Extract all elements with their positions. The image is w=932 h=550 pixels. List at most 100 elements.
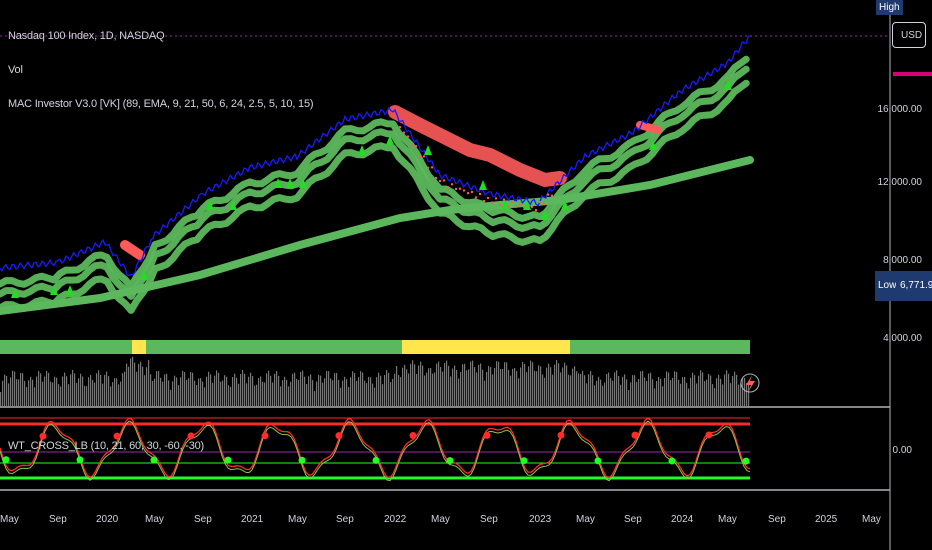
- volume-bar: [46, 370, 48, 406]
- volume-bar: [344, 376, 346, 406]
- volume-bar: [250, 372, 252, 406]
- volume-bar: [690, 377, 692, 406]
- cross-dot: [261, 432, 269, 440]
- buy-signal-marker: [358, 145, 366, 155]
- volume-bar: [664, 378, 666, 406]
- price-dot-bearish: [410, 143, 414, 147]
- volume-bar: [712, 384, 714, 406]
- cross-dot: [372, 456, 380, 464]
- volume-bar: [172, 381, 174, 406]
- oscillator-legend[interactable]: WT_CROSS_LB (10, 21, 60, 30, -60, -30): [8, 440, 204, 452]
- volume-bar: [248, 376, 250, 406]
- volume-bar: [488, 365, 490, 406]
- buy-signal-marker: [206, 200, 214, 210]
- volume-bar: [600, 379, 602, 406]
- volume-bar: [332, 380, 334, 406]
- indicator-legend[interactable]: MAC Investor V3.0 [VK] (89, EMA, 9, 21, …: [8, 98, 314, 110]
- volume-bar: [202, 381, 204, 406]
- volume-bar: [524, 363, 526, 406]
- volume-bar: [472, 360, 474, 406]
- volume-bar: [84, 385, 86, 406]
- volume-bar: [416, 373, 418, 406]
- volume-bar: [698, 375, 700, 406]
- volume-bar: [438, 361, 440, 406]
- price-dot-bearish: [446, 186, 450, 189]
- volume-bar: [168, 380, 170, 406]
- volume-bar: [58, 384, 60, 406]
- volume-bar: [714, 388, 716, 406]
- volume-bar: [594, 385, 596, 406]
- time-tick: May: [145, 514, 164, 525]
- price-tick: 4,000.00: [883, 333, 922, 344]
- time-tick: Sep: [336, 514, 354, 525]
- volume-bar: [130, 358, 132, 406]
- volume-bar: [68, 384, 70, 406]
- volume-bar: [190, 371, 192, 406]
- volume-bar: [286, 379, 288, 406]
- volume-bar: [150, 374, 152, 406]
- symbol-legend[interactable]: Nasdaq 100 Index, 1D, NASDAQ: [8, 30, 165, 42]
- volume-bar: [560, 372, 562, 406]
- volume-bar: [566, 365, 568, 406]
- current-price-marker: [893, 72, 932, 76]
- volume-bar: [528, 366, 530, 406]
- volume-bar: [314, 391, 316, 406]
- volume-bar: [208, 371, 210, 406]
- trend-band: [0, 340, 750, 354]
- volume-bar: [218, 372, 220, 406]
- volume-bar: [480, 363, 482, 406]
- volume-bar: [94, 382, 96, 406]
- volume-bar: [526, 372, 528, 406]
- volume-bar: [180, 377, 182, 406]
- volume-bar: [546, 367, 548, 406]
- volume-bar: [230, 386, 232, 406]
- volume-legend[interactable]: Vol: [8, 64, 23, 76]
- volume-bar: [538, 365, 540, 406]
- volume-bar: [552, 374, 554, 406]
- volume-bar: [282, 380, 284, 406]
- volume-bar: [176, 377, 178, 406]
- volume-bar: [490, 367, 492, 406]
- volume-bar: [232, 377, 234, 406]
- volume-bar: [162, 381, 164, 406]
- volume-bar: [264, 382, 266, 406]
- volume-bar: [514, 368, 516, 406]
- volume-bar: [738, 384, 740, 406]
- volume-bar: [26, 387, 28, 406]
- currency-button[interactable]: USD: [892, 22, 926, 48]
- volume-bar: [160, 377, 162, 406]
- volume-bar: [732, 376, 734, 406]
- buy-signal-marker: [479, 180, 487, 190]
- price-dot-bearish: [454, 187, 458, 191]
- volume-bar: [312, 380, 314, 406]
- volume-bar: [334, 373, 336, 406]
- volume-bar: [234, 373, 236, 406]
- volume-bar: [258, 378, 260, 406]
- buy-signal-marker: [229, 200, 237, 210]
- volume-bar: [636, 381, 638, 406]
- volume-bar: [346, 379, 348, 406]
- volume-bar: [268, 370, 270, 406]
- volume-bar: [402, 367, 404, 406]
- volume-bar: [390, 381, 392, 406]
- volume-bar: [138, 363, 140, 406]
- volume-bar: [554, 364, 556, 406]
- volume-bar: [78, 378, 80, 406]
- time-tick: 2023: [529, 514, 552, 525]
- buy-signal-marker: [66, 285, 74, 295]
- volume-bar: [596, 380, 598, 406]
- volume-bar: [668, 372, 670, 406]
- volume-bar: [400, 377, 402, 406]
- volume-bar: [288, 386, 290, 406]
- volume-bar: [718, 374, 720, 406]
- buy-signal-marker: [50, 285, 58, 295]
- volume-bar: [22, 373, 24, 406]
- volume-bar: [504, 362, 506, 406]
- volume-bar: [444, 362, 446, 406]
- volume-bar: [618, 375, 620, 406]
- volume-bar: [148, 360, 150, 406]
- volume-bar: [466, 370, 468, 406]
- volume-bar: [114, 378, 116, 406]
- volume-bar: [296, 378, 298, 406]
